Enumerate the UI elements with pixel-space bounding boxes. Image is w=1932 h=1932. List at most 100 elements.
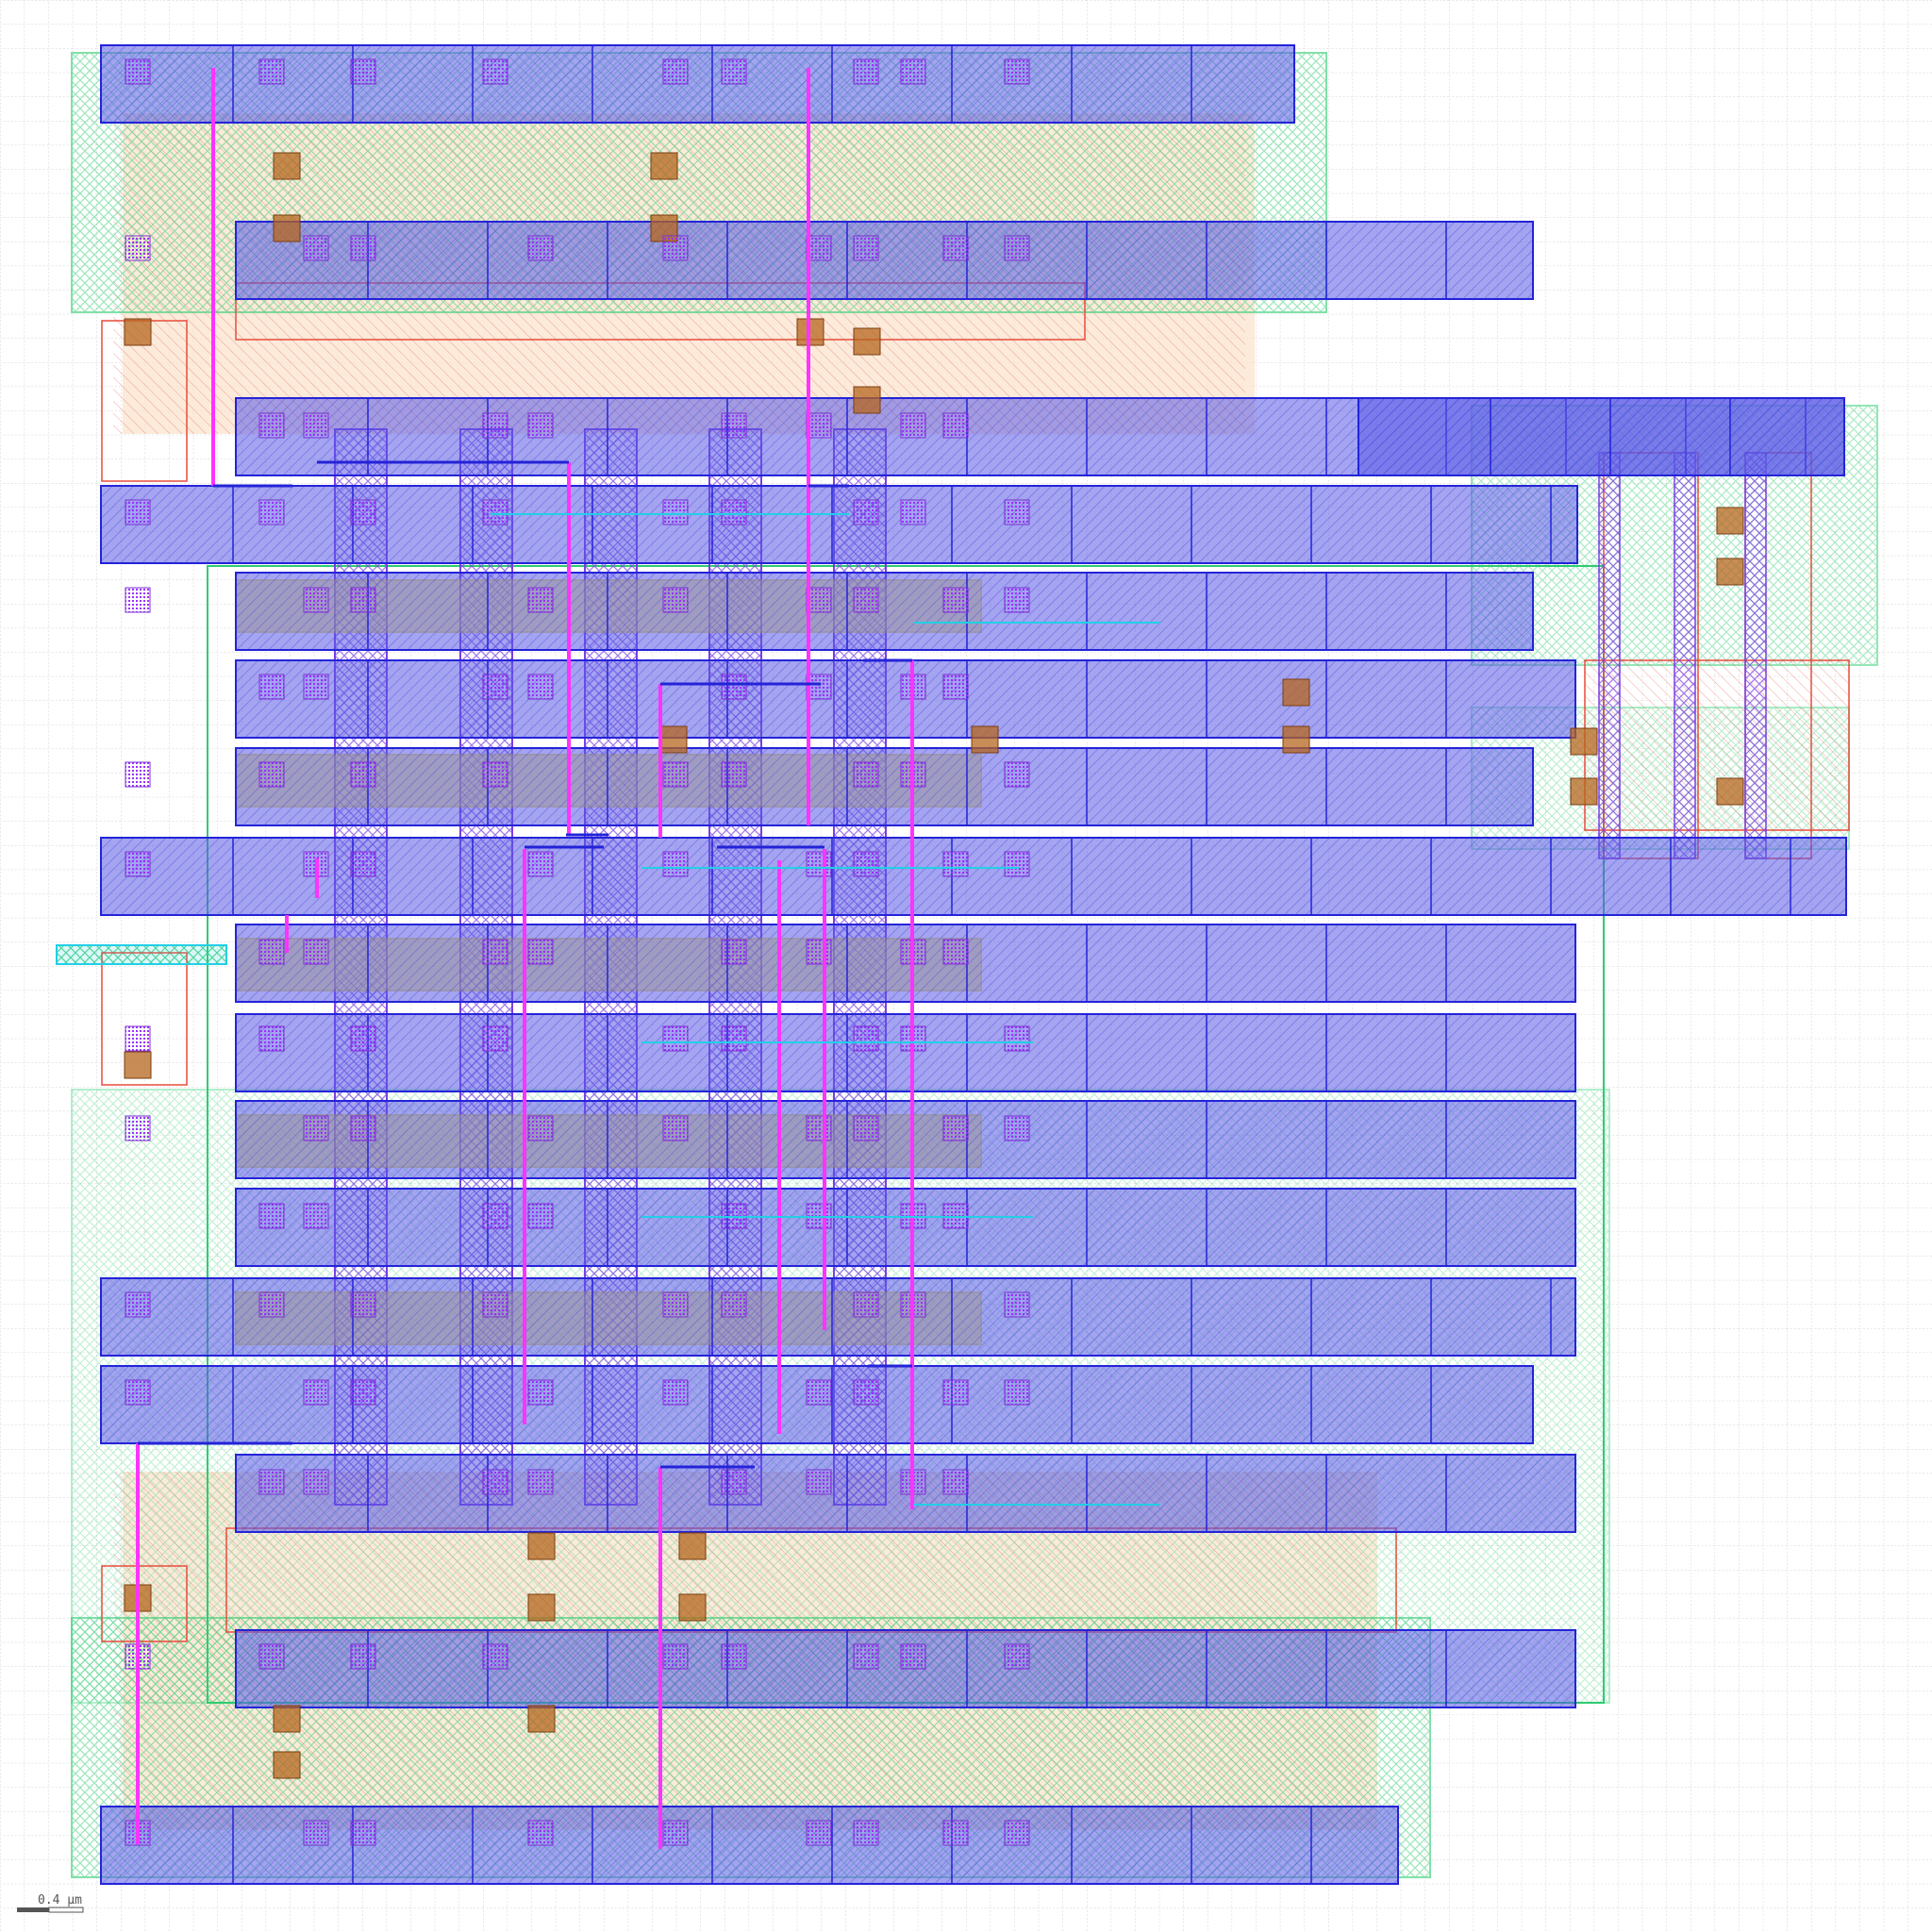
via-square <box>303 1379 329 1406</box>
via-square <box>125 58 151 85</box>
contact-square <box>1570 727 1598 756</box>
contact-layer <box>124 152 1744 1779</box>
via-square <box>125 1291 151 1318</box>
via-square <box>303 1820 329 1846</box>
via-square <box>303 1115 329 1141</box>
via-square <box>527 1379 554 1406</box>
via-square <box>1004 1643 1030 1670</box>
via-square <box>125 499 151 525</box>
via-square <box>853 1291 879 1318</box>
via-square <box>942 1115 969 1141</box>
via-square <box>806 1469 832 1495</box>
via-square <box>721 499 747 525</box>
via-square <box>942 1469 969 1495</box>
via-square <box>258 674 285 700</box>
contact-square <box>273 1751 301 1779</box>
contact-square <box>124 318 152 346</box>
via-square <box>350 587 376 613</box>
via-square <box>527 1469 554 1495</box>
contact-square <box>678 1532 707 1560</box>
met1-bar-hatch <box>236 1101 1575 1178</box>
met1-bar-hatch <box>101 838 1846 915</box>
pin-layer <box>56 513 1160 1506</box>
contact-square <box>527 1532 556 1560</box>
via-square <box>527 587 554 613</box>
via-square <box>853 235 879 261</box>
via-square <box>942 851 969 877</box>
via-square <box>258 499 285 525</box>
via-square <box>527 674 554 700</box>
via-square <box>125 851 151 877</box>
via-square <box>942 587 969 613</box>
via-square <box>662 587 689 613</box>
met1-layer <box>100 44 1847 1885</box>
via-square <box>1004 235 1030 261</box>
via-square <box>900 412 926 439</box>
via-square <box>1004 1025 1030 1052</box>
via-square <box>900 499 926 525</box>
via-square <box>662 1643 689 1670</box>
via-square <box>303 587 329 613</box>
via-square <box>853 1820 879 1846</box>
via-square <box>900 1643 926 1670</box>
via-square <box>806 1115 832 1141</box>
contact-square <box>853 386 881 414</box>
via-square <box>1004 1379 1030 1406</box>
via-square <box>721 939 747 965</box>
via-square <box>806 674 832 700</box>
via-square <box>258 58 285 85</box>
via-square <box>303 235 329 261</box>
met1-bar-hatch <box>101 486 1577 563</box>
via-square <box>721 58 747 85</box>
via-square <box>258 412 285 439</box>
met1-bar-hatch <box>236 573 1533 650</box>
met1-bar-hatch <box>236 748 1533 825</box>
contact-square <box>650 152 678 180</box>
via-square <box>527 939 554 965</box>
via-square <box>806 939 832 965</box>
scale-bar-label: 0.4 µm <box>38 1893 82 1907</box>
via-square <box>853 851 879 877</box>
via-square <box>303 412 329 439</box>
via-square <box>853 499 879 525</box>
via-square <box>527 412 554 439</box>
via-square <box>853 58 879 85</box>
via-square <box>350 761 376 788</box>
met1-bar-hatch <box>1358 398 1844 475</box>
via-square <box>853 1379 879 1406</box>
via-square <box>350 1025 376 1052</box>
via-square <box>258 1469 285 1495</box>
via-square <box>258 1643 285 1670</box>
via-square <box>853 1025 879 1052</box>
via-square <box>482 1025 508 1052</box>
via-square <box>350 499 376 525</box>
via-square <box>662 58 689 85</box>
met1-bar-hatch <box>101 1278 1575 1356</box>
via-square <box>853 1643 879 1670</box>
via-square <box>1004 1115 1030 1141</box>
via-square <box>125 235 151 261</box>
via-square <box>303 1203 329 1229</box>
met1-bar-hatch <box>101 45 1294 123</box>
via-square <box>662 1379 689 1406</box>
via-square <box>853 761 879 788</box>
via-square <box>721 412 747 439</box>
contact-square <box>273 214 301 242</box>
via-square <box>482 761 508 788</box>
via-square <box>482 412 508 439</box>
scale-bar: 0.4 µm <box>17 1893 84 1913</box>
contact-square <box>527 1593 556 1622</box>
via-square <box>1004 587 1030 613</box>
via-square <box>942 1379 969 1406</box>
via-square <box>527 1820 554 1846</box>
contact-square <box>1716 777 1744 806</box>
met1-connectors <box>138 460 912 1469</box>
met2-layer <box>136 68 914 1849</box>
via-square <box>1004 761 1030 788</box>
via-square <box>806 1820 832 1846</box>
via-square <box>125 1115 151 1141</box>
via-square <box>350 1115 376 1141</box>
via-square <box>721 1025 747 1052</box>
via-square <box>721 674 747 700</box>
via-square <box>482 674 508 700</box>
